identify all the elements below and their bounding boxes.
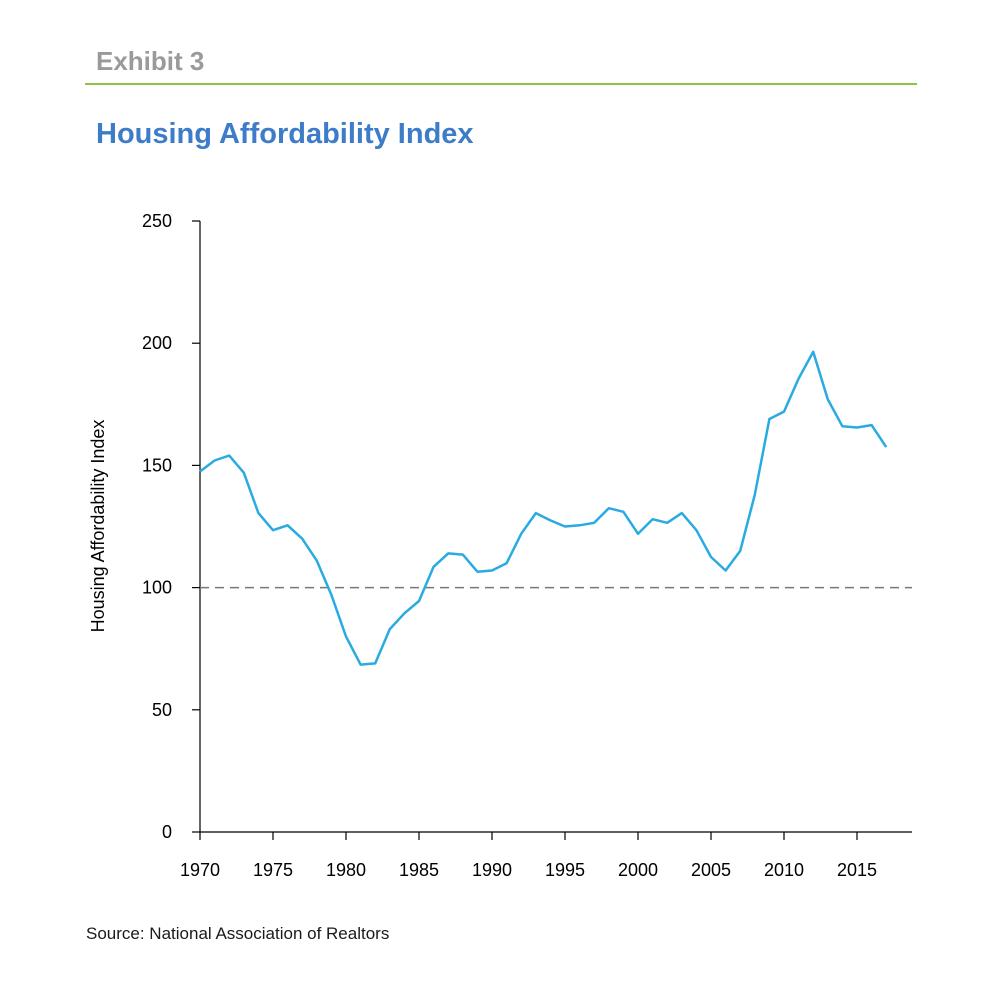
x-tick-label: 1995 bbox=[545, 860, 585, 880]
x-tick-label: 2005 bbox=[691, 860, 731, 880]
header-rule bbox=[85, 83, 917, 85]
y-axis-label: Housing Affordability Index bbox=[88, 420, 108, 633]
series-line bbox=[199, 350, 888, 666]
x-tick-label: 2015 bbox=[837, 860, 877, 880]
x-tick-label: 2000 bbox=[618, 860, 658, 880]
exhibit-label: Exhibit 3 bbox=[96, 46, 205, 76]
chart-title: Housing Affordability Index bbox=[96, 118, 474, 150]
x-tick-label: 1990 bbox=[472, 860, 512, 880]
y-tick-label: 0 bbox=[162, 822, 172, 842]
x-tick-label: 1985 bbox=[399, 860, 439, 880]
x-tick-label: 1980 bbox=[326, 860, 366, 880]
x-tick-label: 2010 bbox=[764, 860, 804, 880]
y-tick-label: 100 bbox=[142, 578, 172, 598]
y-tick-label: 250 bbox=[142, 211, 172, 231]
y-tick-label: 150 bbox=[142, 455, 172, 475]
x-tick-label: 1975 bbox=[253, 860, 293, 880]
y-tick-label: 50 bbox=[152, 700, 172, 720]
source-note: Source: National Association of Realtors bbox=[86, 924, 390, 943]
y-tick-label: 200 bbox=[142, 333, 172, 353]
x-tick-label: 1970 bbox=[180, 860, 220, 880]
